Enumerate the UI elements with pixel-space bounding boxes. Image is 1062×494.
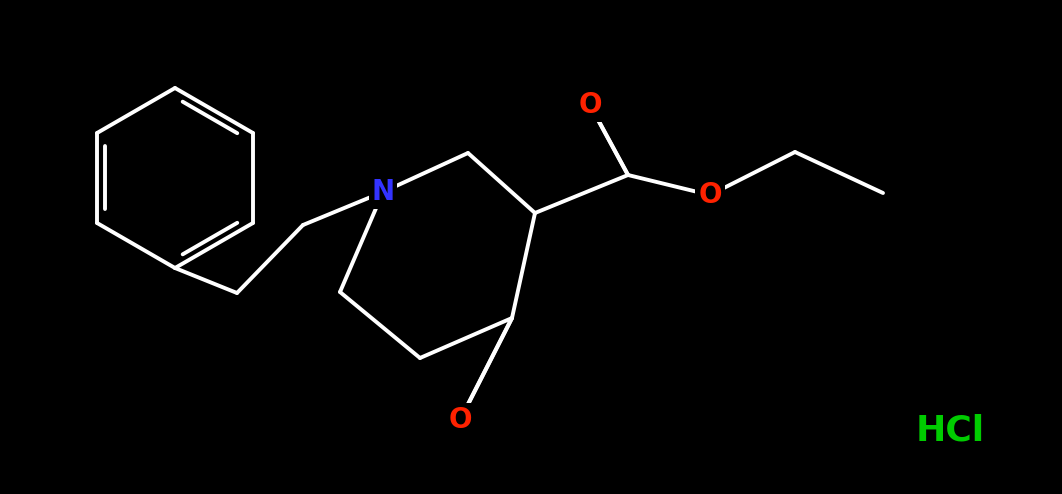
Text: HCl: HCl (915, 413, 984, 447)
Text: N: N (372, 178, 395, 206)
Text: O: O (578, 91, 602, 119)
Text: O: O (698, 181, 722, 209)
Text: O: O (448, 406, 472, 434)
